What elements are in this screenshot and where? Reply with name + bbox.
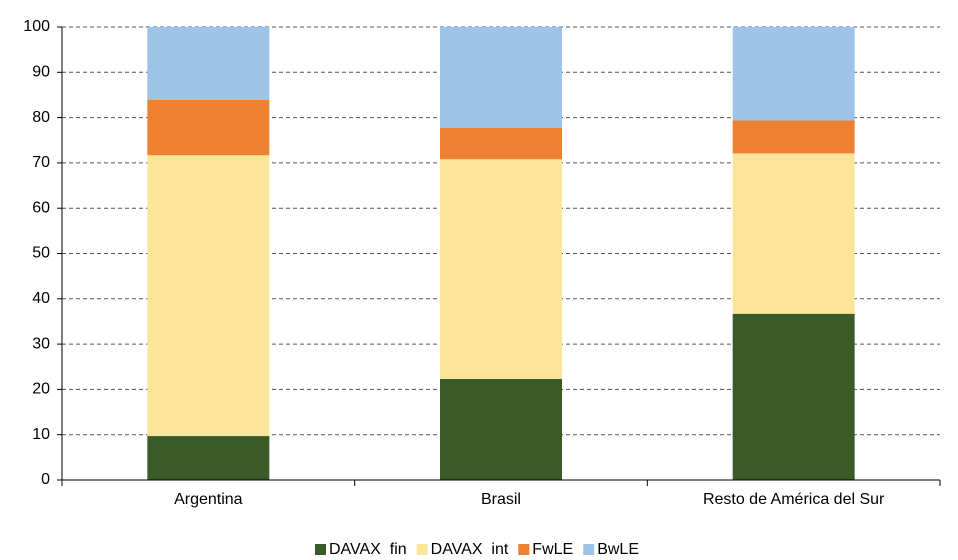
legend-label: FwLE bbox=[532, 541, 573, 558]
y-tick-label: 30 bbox=[32, 335, 50, 352]
x-tick-label-box: Argentina bbox=[174, 491, 243, 508]
legend-label: DAVAX fin bbox=[329, 541, 407, 558]
x-tick-label: Resto de América del Sur bbox=[702, 491, 885, 508]
legend-swatch bbox=[583, 544, 595, 555]
y-tick-label: 70 bbox=[32, 154, 50, 171]
y-tick-label: 80 bbox=[32, 109, 50, 126]
bar-segment bbox=[147, 155, 270, 437]
legend-swatch bbox=[314, 544, 326, 555]
legend-swatch bbox=[518, 544, 530, 555]
bar-segment bbox=[147, 27, 270, 100]
legend-swatch bbox=[416, 544, 428, 555]
y-tick-label: 90 bbox=[32, 64, 50, 81]
bar-segment bbox=[732, 153, 855, 314]
bar-segment bbox=[147, 99, 270, 156]
y-tick-label: 50 bbox=[32, 245, 50, 262]
x-tick-label: Brasil bbox=[480, 491, 521, 508]
bar-segment bbox=[732, 27, 855, 121]
y-tick-label: 10 bbox=[32, 426, 50, 443]
y-tick-label: 100 bbox=[23, 18, 50, 35]
bar-segment bbox=[147, 436, 270, 480]
bar-segment bbox=[440, 378, 562, 480]
bar-segment bbox=[440, 159, 562, 379]
x-tick-label-box: Resto de América del Sur bbox=[702, 491, 885, 508]
x-tick-label: Argentina bbox=[174, 491, 243, 508]
y-tick-label: 60 bbox=[32, 199, 50, 216]
bar-segment bbox=[732, 120, 855, 154]
bar-segment bbox=[440, 27, 562, 129]
y-tick-label: 20 bbox=[32, 381, 50, 398]
y-tick-label: 0 bbox=[41, 471, 50, 488]
bar-segment bbox=[732, 313, 855, 480]
bar-segment bbox=[440, 128, 562, 160]
x-tick-label-box: Brasil bbox=[480, 491, 521, 508]
legend: DAVAX fin DAVAX int FwLE BwLE bbox=[314, 541, 639, 558]
y-tick-label: 40 bbox=[32, 290, 50, 307]
legend-label: BwLE bbox=[597, 541, 639, 558]
legend-label: DAVAX int bbox=[431, 541, 509, 558]
